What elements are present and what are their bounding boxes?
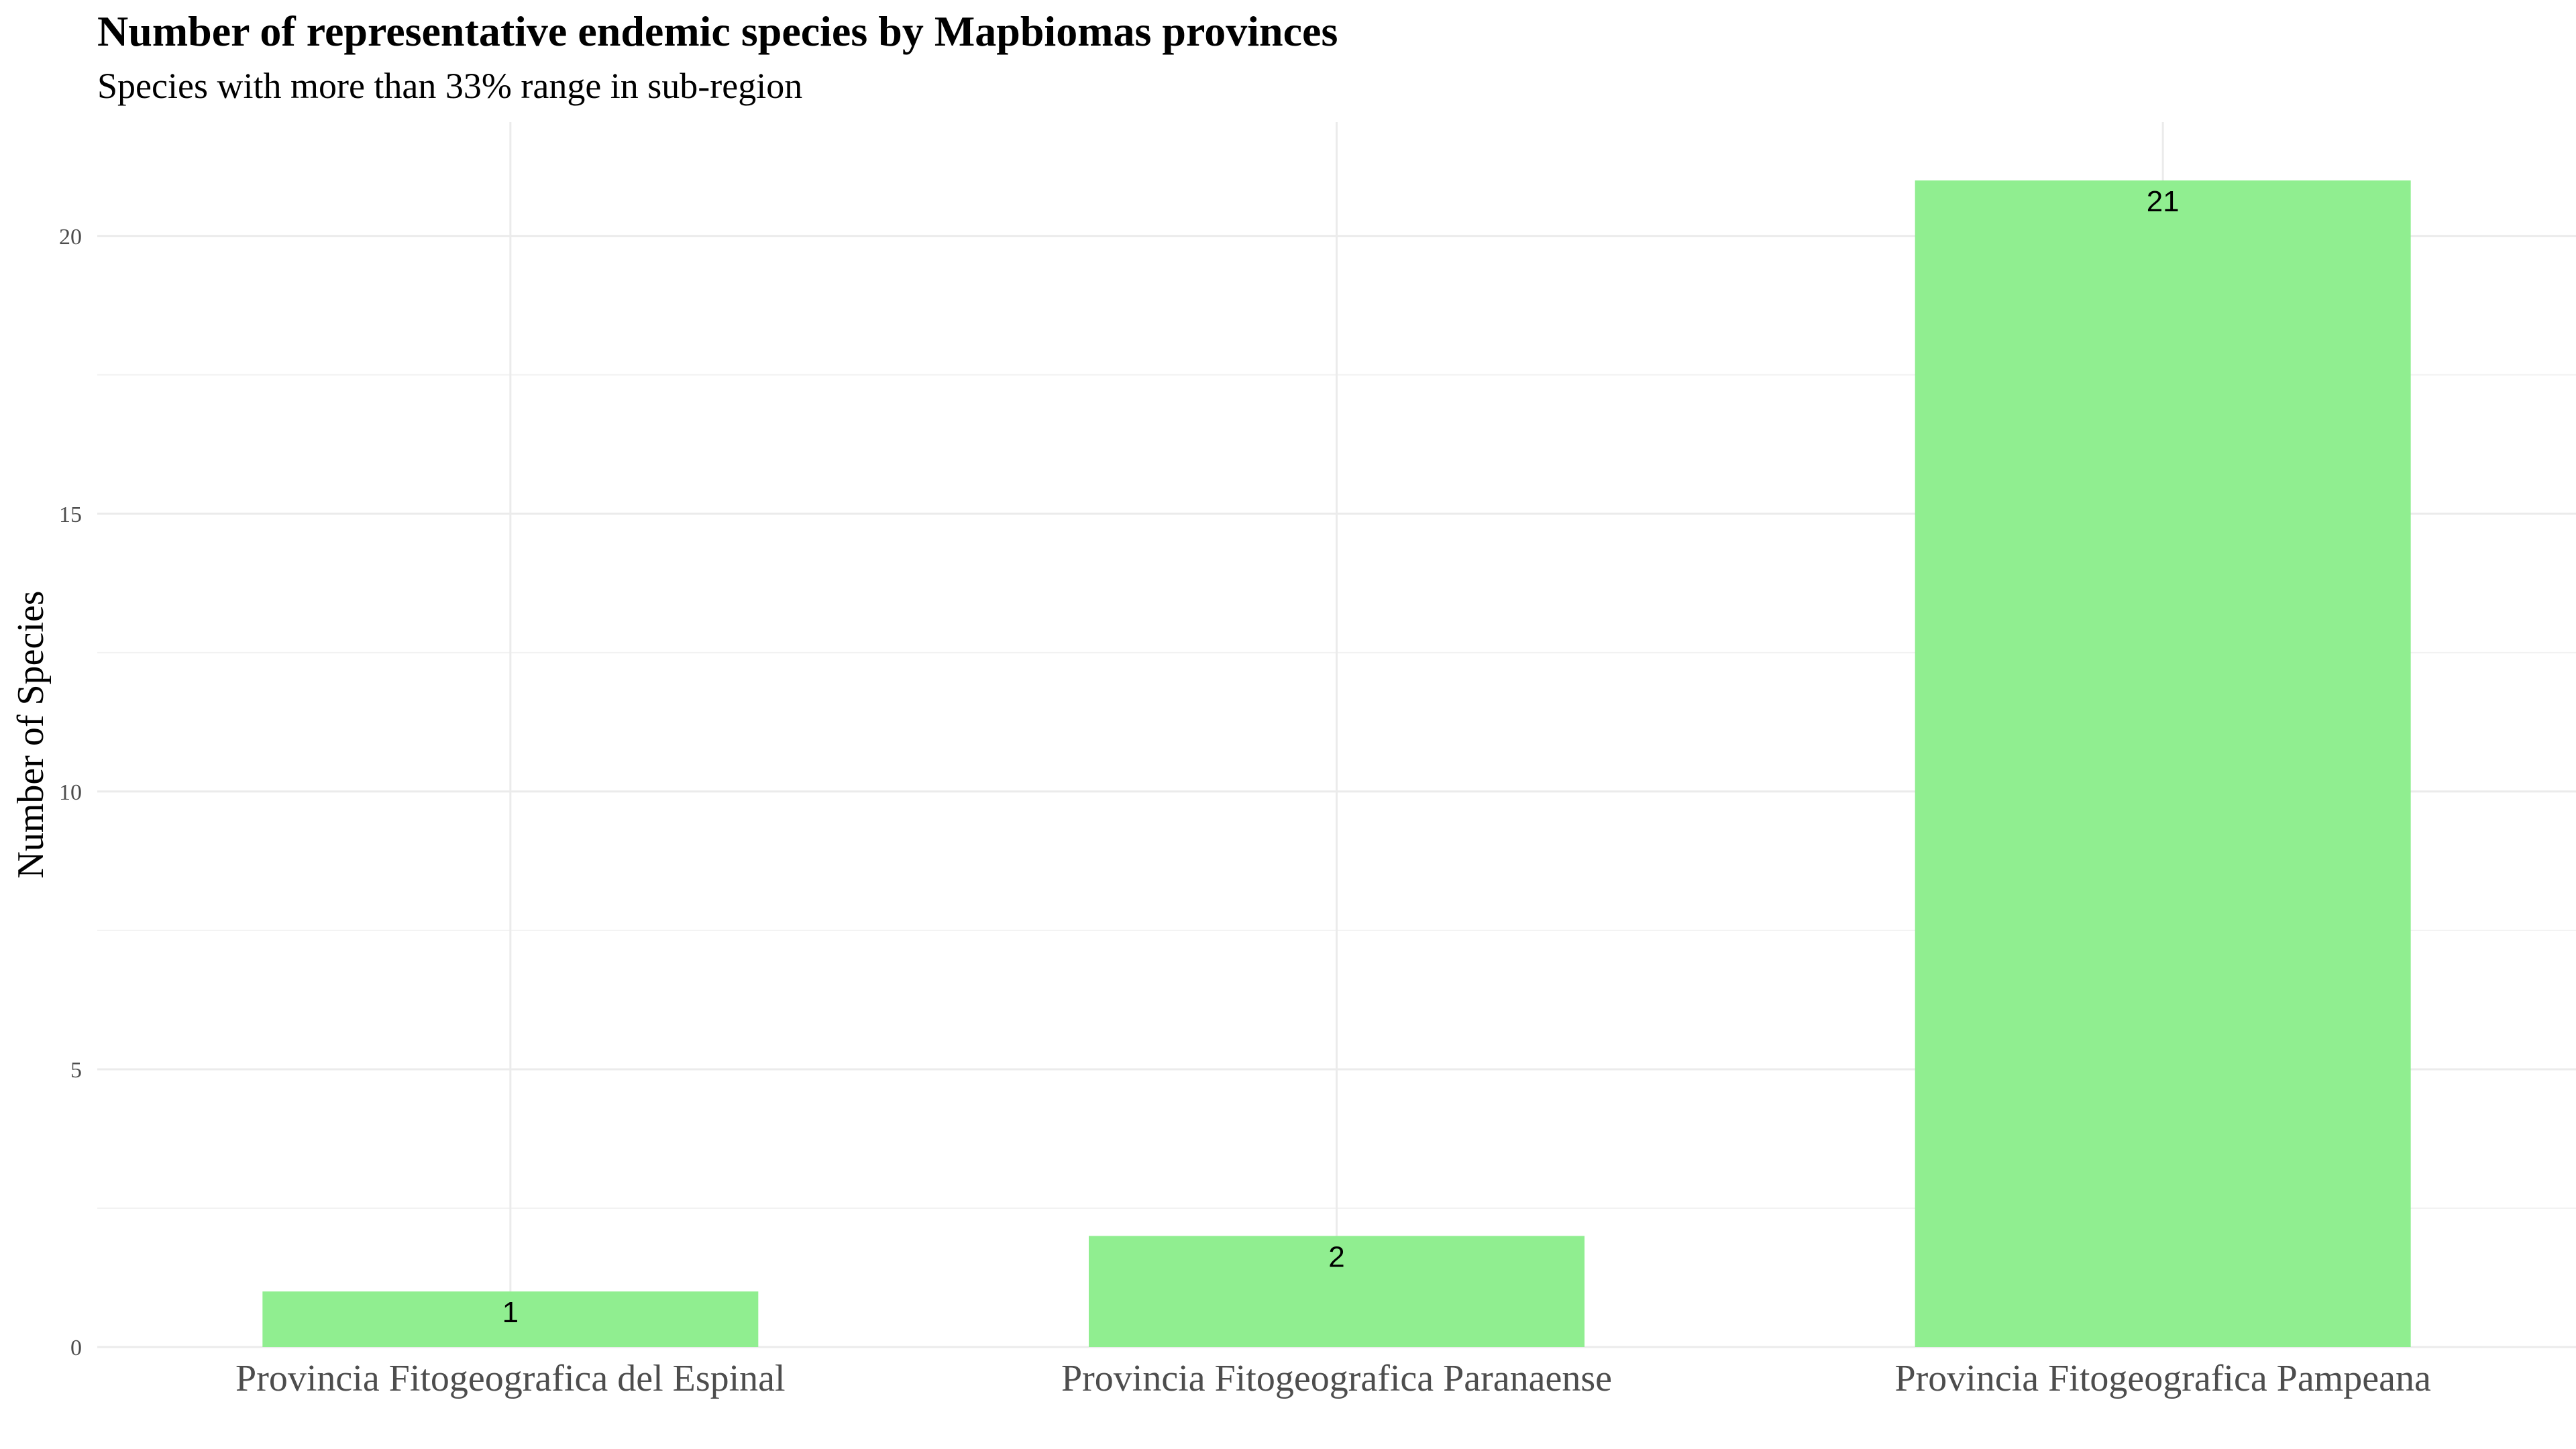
x-tick-label: Provincia Fitogeografica Pampeana [1895, 1358, 2431, 1399]
bars-layer [262, 180, 2411, 1347]
data-labels-layer: 1 2 21 [502, 185, 2180, 1329]
y-axis-ticks: 0 5 10 15 20 [59, 225, 82, 1360]
bar-value-label: 2 [1328, 1240, 1344, 1273]
bar-value-label: 1 [502, 1296, 519, 1329]
bar [262, 1291, 759, 1347]
y-tick-label: 10 [59, 780, 82, 805]
x-axis-ticks: Provincia Fitogeografica del Espinal Prov… [235, 1358, 2431, 1399]
bar [1089, 1236, 1585, 1347]
chart-subtitle: Species with more than 33% range in sub-… [97, 66, 802, 106]
x-tick-label: Provincia Fitogeografica del Espinal [235, 1358, 786, 1399]
y-tick-label: 5 [70, 1058, 82, 1083]
y-axis-title: Number of Species [10, 590, 52, 878]
y-tick-label: 0 [70, 1336, 82, 1360]
y-tick-label: 15 [59, 502, 82, 527]
bar [1915, 180, 2411, 1347]
bar-value-label: 21 [2147, 185, 2180, 218]
chart-title: Number of representative endemic species… [97, 7, 1338, 55]
y-tick-label: 20 [59, 225, 82, 250]
x-tick-label: Provincia Fitogeografica Paranaense [1061, 1358, 1612, 1399]
